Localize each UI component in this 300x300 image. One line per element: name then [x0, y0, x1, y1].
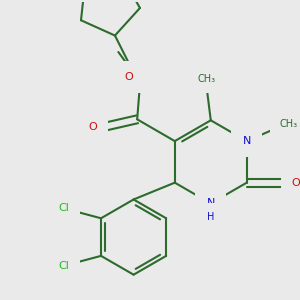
Text: O: O — [124, 72, 133, 82]
Text: O: O — [88, 122, 97, 132]
Text: H: H — [207, 212, 214, 222]
Text: N: N — [243, 136, 251, 146]
Text: Cl: Cl — [58, 203, 69, 213]
Text: N: N — [207, 198, 215, 208]
Text: Cl: Cl — [58, 261, 69, 271]
Text: CH₃: CH₃ — [279, 119, 297, 129]
Text: CH₃: CH₃ — [198, 74, 216, 84]
Text: O: O — [292, 178, 300, 188]
